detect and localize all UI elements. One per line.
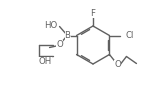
Text: OH: OH [39,57,52,66]
Text: O: O [56,40,63,49]
Text: B: B [65,31,71,40]
Text: O: O [114,60,121,69]
Text: HO: HO [44,21,58,30]
Text: F: F [90,9,96,18]
Text: Cl: Cl [125,31,134,40]
